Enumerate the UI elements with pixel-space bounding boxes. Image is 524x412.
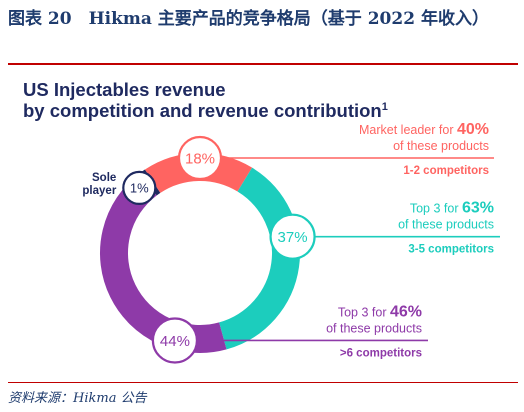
- callout-line-3-5-competitors-1: Top 3 for 63%: [410, 200, 494, 217]
- category-label-1-2-competitors: 1-2 competitors: [403, 165, 489, 177]
- category-label-sole-player-1: Sole: [92, 172, 116, 184]
- caption-divider: [8, 63, 518, 65]
- value-badge-3-5-competitors: [269, 213, 316, 260]
- slice-3-5-competitors: [218, 167, 300, 350]
- value-badge-1-2-competitors: [177, 135, 223, 181]
- chart-title: US Injectables revenue: [23, 79, 226, 100]
- value-label-sole-player: 1%: [130, 181, 149, 196]
- value-badge-6-competitors: [151, 317, 199, 364]
- slice-6-competitors: [100, 173, 227, 353]
- callout-line-6-competitors-1: Top 3 for 46%: [338, 303, 422, 320]
- figure-caption: 图表 20 Hikma 主要产品的竞争格局（基于 2022 年收入）: [8, 9, 489, 29]
- value-label-6-competitors: 44%: [160, 333, 190, 350]
- callout-line-6-competitors-2: of these products: [326, 321, 422, 335]
- source-note: 资料来源：Hikma 公告: [8, 391, 147, 406]
- chart-subtitle-text: by competition and revenue contribution: [23, 100, 382, 121]
- chart-subtitle-superscript: 1: [382, 101, 388, 113]
- category-label-6-competitors: >6 competitors: [340, 347, 422, 359]
- callout-line-1-2-competitors-2: of these products: [393, 139, 489, 153]
- source-divider: [8, 382, 518, 383]
- category-label-sole-player-2: player: [82, 185, 116, 197]
- callout-line-1-2-competitors-1: Market leader for 40%: [359, 121, 489, 138]
- chart-subtitle: by competition and revenue contribution1: [23, 100, 388, 121]
- value-label-3-5-competitors: 37%: [278, 229, 308, 246]
- value-badge-sole-player: [122, 170, 157, 206]
- value-label-1-2-competitors: 18%: [185, 150, 215, 167]
- category-label-3-5-competitors: 3-5 competitors: [408, 244, 494, 256]
- callout-line-3-5-competitors-2: of these products: [398, 218, 494, 232]
